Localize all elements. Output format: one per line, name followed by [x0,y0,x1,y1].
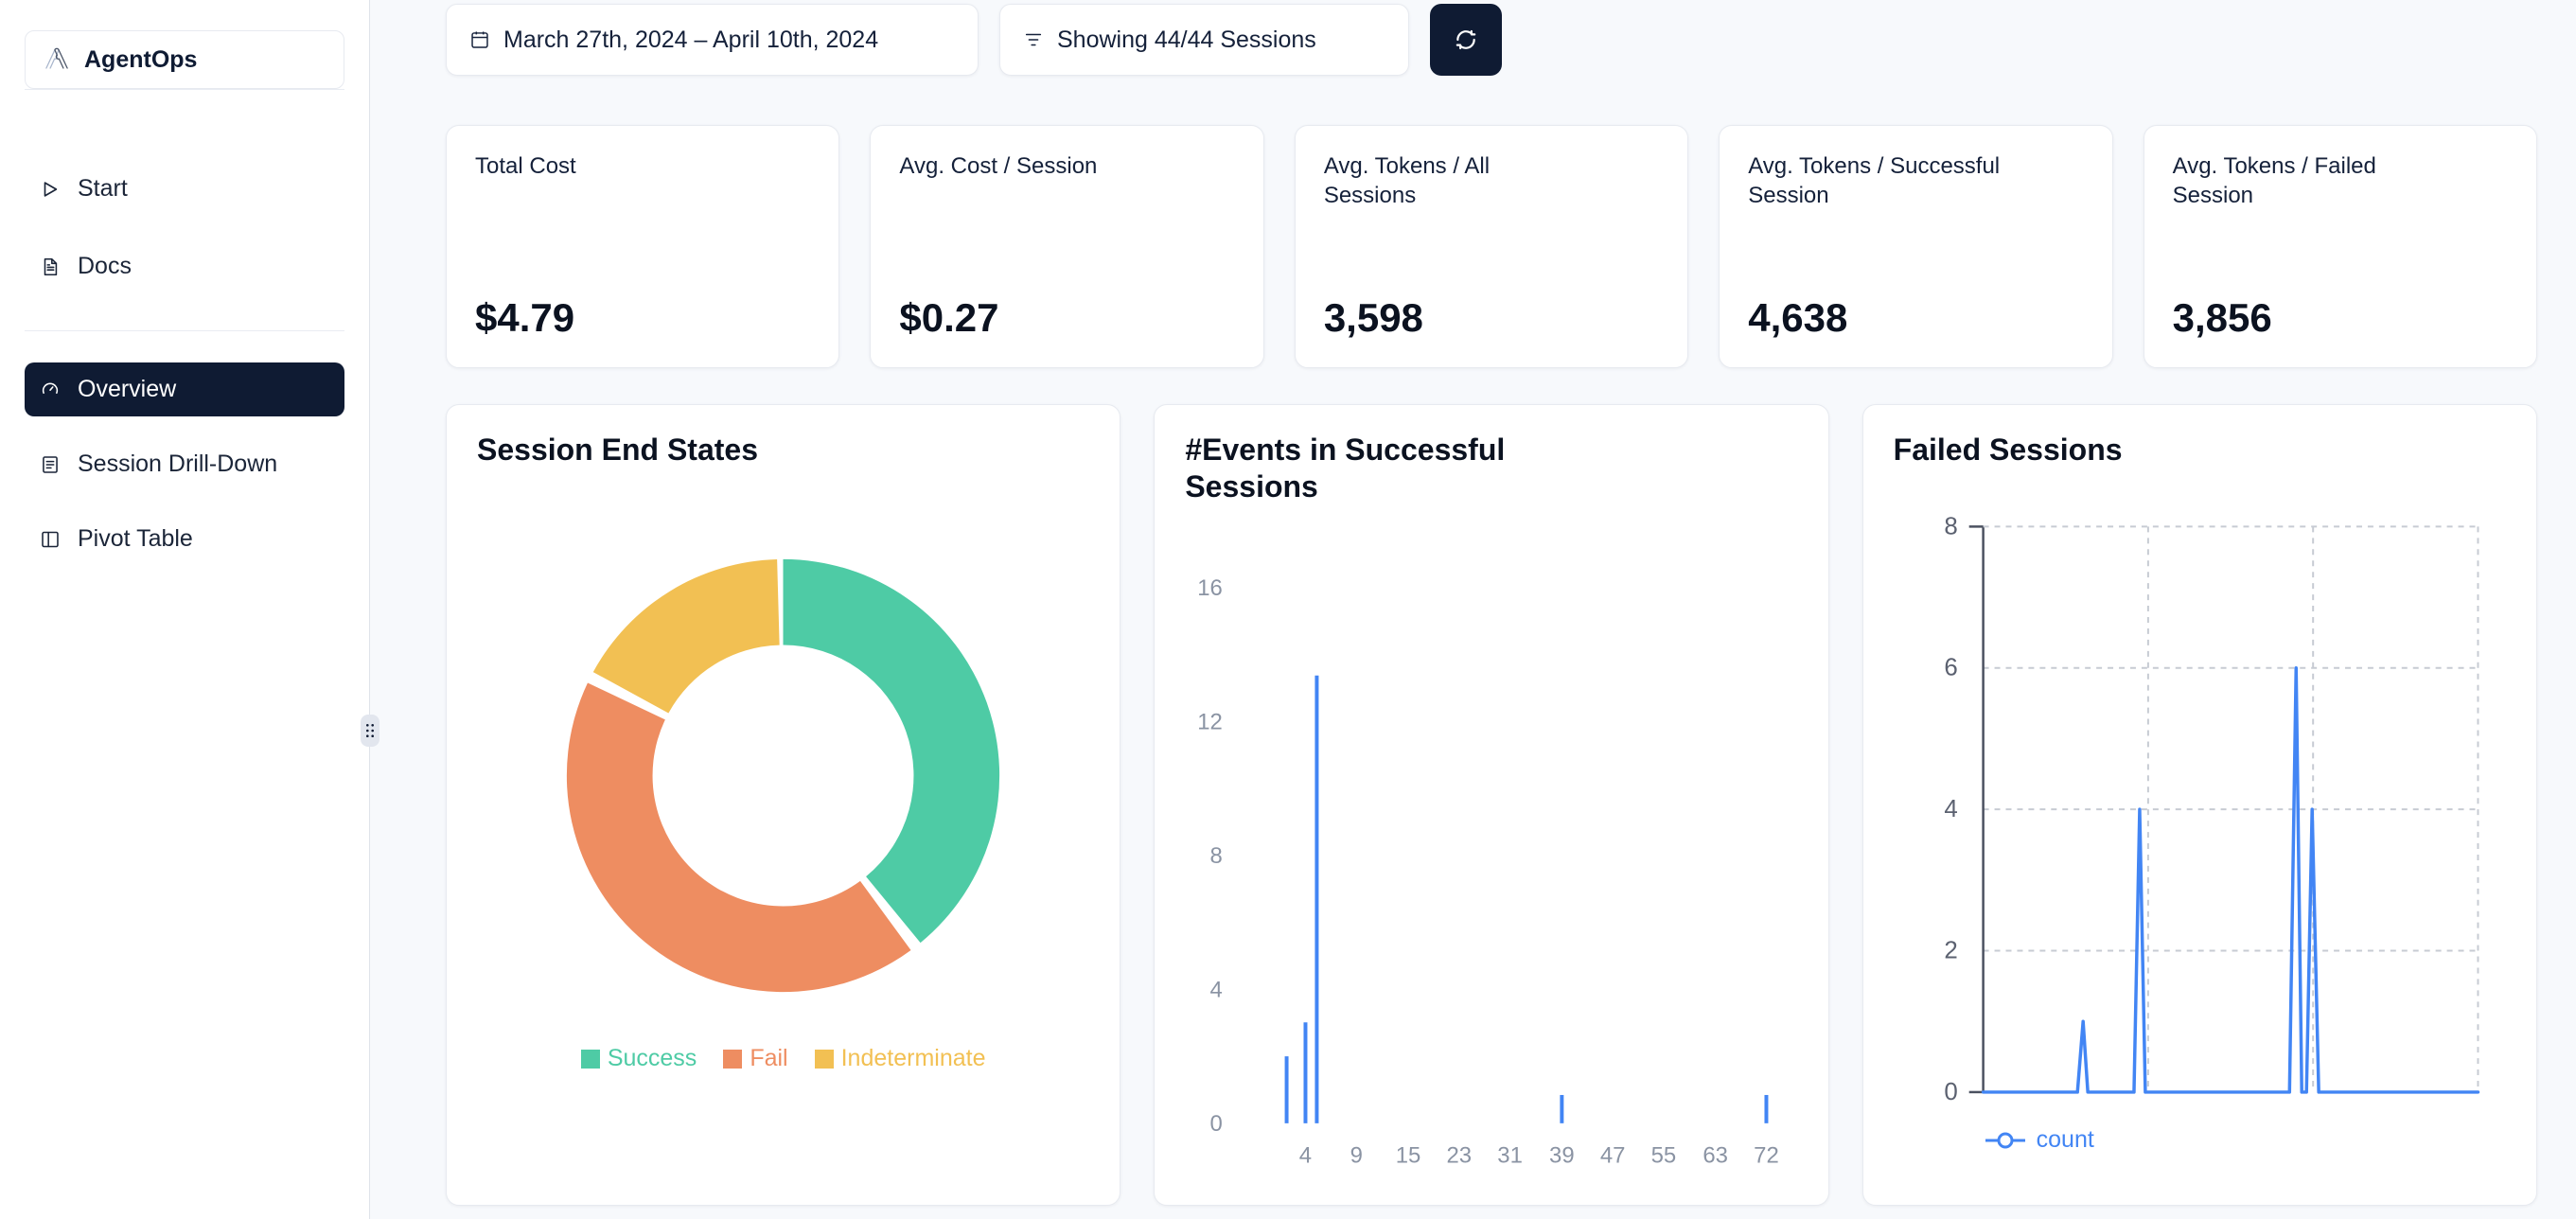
svg-text:39: 39 [1549,1143,1575,1169]
svg-text:6: 6 [1944,655,1957,681]
svg-text:31: 31 [1498,1143,1524,1169]
svg-text:8: 8 [1944,513,1957,539]
svg-text:0: 0 [1210,1111,1223,1137]
svg-text:72: 72 [1755,1143,1780,1169]
svg-text:4: 4 [1299,1143,1312,1169]
svg-text:23: 23 [1447,1143,1473,1169]
svg-text:2: 2 [1944,938,1957,964]
svg-text:0: 0 [1944,1079,1957,1105]
svg-text:15: 15 [1396,1143,1421,1169]
svg-text:16: 16 [1198,575,1224,601]
svg-text:9: 9 [1350,1143,1363,1169]
svg-text:12: 12 [1198,710,1224,735]
svg-text:55: 55 [1651,1143,1677,1169]
svg-text:63: 63 [1703,1143,1729,1169]
svg-text:4: 4 [1210,977,1223,1002]
svg-text:8: 8 [1210,843,1223,869]
svg-text:4: 4 [1944,796,1957,822]
svg-text:47: 47 [1600,1143,1626,1169]
